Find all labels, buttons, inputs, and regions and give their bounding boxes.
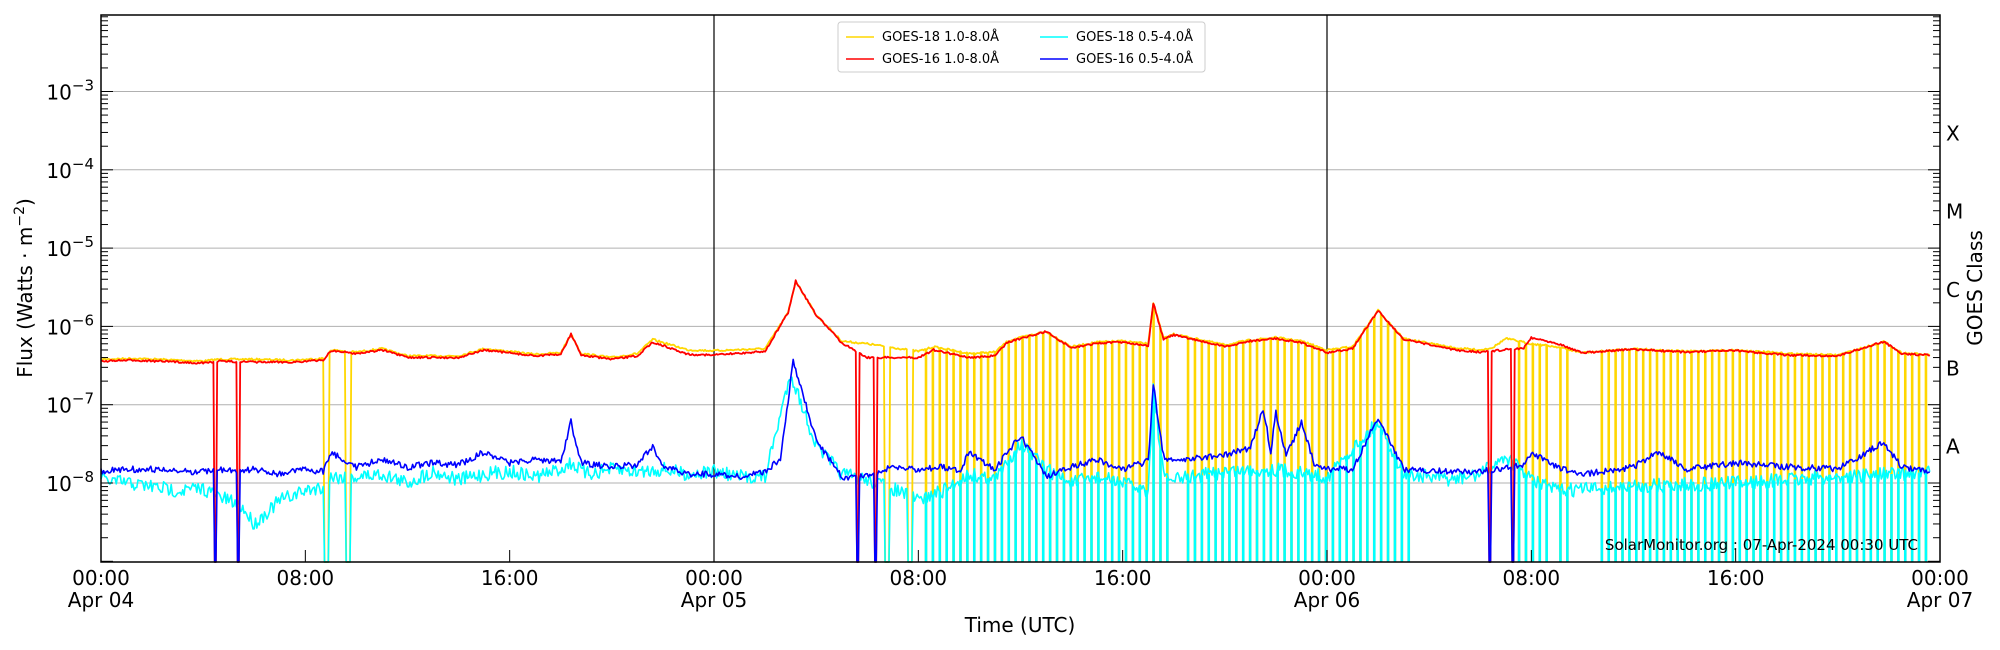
y-axis-ticks: 10−3 10−4 10−5 10−6 10−7 10−8: [46, 16, 1940, 562]
x-tick-date: Apr 07: [1907, 588, 1973, 612]
goes-class-label: A: [1946, 435, 1960, 459]
x-tick-time: 08:00: [1503, 566, 1561, 590]
goes-class-axis: A B C M X: [1946, 121, 1963, 458]
x-axis-label: Time (UTC): [964, 613, 1076, 637]
x-tick-date: Apr 05: [681, 588, 747, 612]
series-line: [100, 376, 1931, 563]
goes-class-label: X: [1946, 121, 1960, 145]
x-tick-date: Apr 06: [1294, 588, 1360, 612]
x-tick-time: 00:00: [1298, 566, 1356, 590]
y-tick-label: 10−5: [46, 233, 94, 261]
x-tick-time: 16:00: [481, 566, 539, 590]
x-tick-time: 00:00: [1911, 566, 1969, 590]
legend: GOES-18 1.0-8.0Å GOES-18 0.5-4.0Å GOES-1…: [837, 21, 1206, 73]
x-tick-time: 16:00: [1707, 566, 1765, 590]
y2-axis-label: GOES Class: [1963, 230, 1987, 346]
y-tick-label: 10−3: [46, 77, 94, 105]
y-tick-label: 10−8: [46, 468, 94, 496]
legend-label-goes16-short: GOES-16 0.5-4.0Å: [1076, 51, 1193, 67]
x-tick-date: Apr 04: [68, 588, 134, 612]
legend-label-goes18-long: GOES-18 1.0-8.0Å: [882, 29, 999, 45]
series-lines: [100, 279, 1931, 563]
legend-label-goes16-long: GOES-16 1.0-8.0Å: [882, 51, 999, 67]
y-tick-label: 10−6: [46, 311, 94, 339]
goes-class-label: M: [1946, 200, 1963, 224]
x-tick-time: 08:00: [277, 566, 335, 590]
x-tick-time: 00:00: [685, 566, 743, 590]
series-line: [100, 358, 1930, 563]
goes-class-label: C: [1946, 278, 1960, 302]
x-tick-time: 00:00: [72, 566, 130, 590]
y-axis-label: Flux (Watts · m−2): [12, 198, 37, 378]
x-tick-time: 16:00: [1094, 566, 1152, 590]
goes-class-label: B: [1946, 356, 1960, 380]
legend-label-goes18-short: GOES-18 0.5-4.0Å: [1076, 29, 1193, 45]
x-tick-time: 08:00: [890, 566, 948, 590]
series-line: [100, 279, 1931, 563]
data-stripes: [924, 303, 1928, 562]
y-tick-label: 10−7: [46, 390, 94, 418]
plot-frame: [100, 14, 1941, 563]
y-tick-label: 10−4: [46, 155, 94, 183]
legend-box: [837, 21, 1206, 73]
source-annotation: SolarMonitor.org : 07-Apr-2024 00:30 UTC: [1605, 536, 1918, 554]
